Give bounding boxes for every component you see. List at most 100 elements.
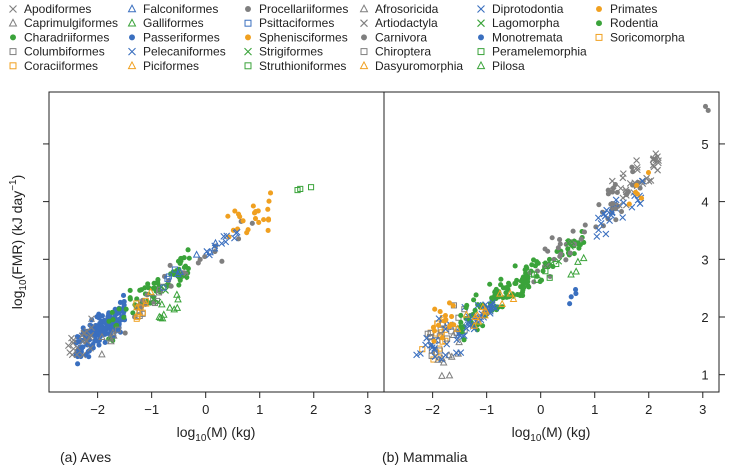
point-galliformes	[170, 305, 179, 313]
point-charadriiformes	[121, 314, 127, 320]
point-carnivora	[557, 237, 563, 243]
point-carnivora	[702, 103, 709, 109]
point-galliformes	[166, 303, 174, 311]
point-pilosa	[579, 253, 588, 262]
x-tick-label: 0	[202, 402, 209, 417]
point-passeriformes	[120, 292, 127, 299]
legend-marker-struthioniformes	[244, 62, 252, 70]
panel-b-x-axis-title: log10(M) (kg)	[512, 424, 591, 444]
point-apodiformes	[69, 339, 77, 347]
point-sphenisciformes	[235, 211, 242, 217]
point-carnivora	[596, 202, 602, 208]
point-procellariiformes	[202, 254, 208, 260]
point-passeriformes	[96, 315, 102, 321]
y-tick-label: 3	[701, 252, 708, 267]
point-diprotodontia	[595, 226, 602, 234]
point-falconiformes	[192, 250, 201, 258]
point-charadriiformes	[155, 277, 161, 283]
point-sphenisciformes	[245, 227, 251, 233]
point-primates	[626, 201, 632, 207]
point-monotremata	[567, 301, 573, 307]
legend-item-psittaciformes: Psittaciformes	[244, 16, 334, 30]
panel-b-x-title-base: log	[512, 424, 531, 440]
point-afrosoricida	[445, 350, 453, 359]
legend-label-monotremata: Monotremata	[492, 30, 563, 44]
point-diprotodontia	[474, 301, 482, 309]
point-chiroptera	[437, 326, 444, 333]
point-caprimulgiformes	[106, 334, 115, 342]
legend-item-afrosoricida: Afrosoricida	[359, 2, 439, 16]
x-tick-label: −2	[90, 402, 105, 417]
legend-item-dasyuromorphia: Dasyuromorphia	[359, 59, 463, 73]
legend-label-carnivora: Carnivora	[375, 30, 427, 44]
point-dasyuromorphia	[481, 305, 489, 314]
point-peramelemorphia	[542, 268, 549, 275]
legend-item-monotremata: Monotremata	[478, 30, 563, 44]
point-rodentia	[518, 278, 524, 284]
point-passeriformes	[96, 342, 102, 348]
point-rodentia	[576, 245, 582, 251]
point-rodentia	[506, 280, 512, 286]
x-tick-label: −2	[425, 402, 440, 417]
point-piciformes	[134, 307, 143, 316]
point-procellariiformes	[122, 330, 128, 336]
point-primates	[439, 335, 445, 341]
legend: ApodiformesCaprimulgiformesCharadriiform…	[8, 2, 685, 73]
point-diprotodontia	[597, 220, 605, 227]
point-dasyuromorphia	[496, 289, 504, 297]
legend-item-struthioniformes: Struthioniformes	[244, 59, 346, 73]
legend-item-piciformes: Piciformes	[127, 59, 199, 73]
point-apodiformes	[88, 315, 95, 323]
point-afrosoricida	[434, 355, 442, 363]
point-pelecaniformes	[232, 229, 240, 237]
legend-label-passeriformes: Passeriformes	[143, 30, 220, 44]
legend-label-diprotodontia: Diprotodontia	[492, 2, 564, 16]
point-pelecaniformes	[231, 234, 238, 242]
point-coraciiformes	[133, 300, 140, 307]
point-dasyuromorphia	[470, 321, 479, 329]
point-strigiformes	[154, 298, 162, 306]
x-tick-label: 3	[364, 402, 371, 417]
point-artiodactyla	[649, 161, 657, 169]
legend-marker-dasyuromorphia	[359, 60, 369, 70]
point-artiodactyla	[650, 155, 658, 162]
point-struthioniformes	[308, 184, 315, 191]
point-diprotodontia	[417, 350, 424, 357]
point-diprotodontia	[422, 341, 429, 349]
point-charadriiformes	[151, 285, 158, 291]
point-columbiformes	[115, 326, 122, 333]
point-passeriformes	[104, 323, 110, 329]
point-rodentia	[514, 277, 520, 284]
point-charadriiformes	[186, 255, 192, 261]
point-pilosa	[572, 267, 580, 275]
point-rodentia	[489, 295, 495, 301]
point-passeriformes	[87, 322, 93, 328]
point-carnivora	[581, 229, 588, 235]
panel-a-x-title-sub: 10	[195, 433, 207, 444]
point-pilosa	[567, 270, 575, 278]
point-falconiformes	[174, 269, 182, 278]
legend-marker-psittaciformes	[244, 19, 252, 27]
point-charadriiformes	[178, 256, 184, 262]
legend-marker-chiroptera	[360, 48, 368, 56]
point-soricomorpha	[441, 326, 448, 333]
y-axis-title: log10(FMR) (kJ day−1)	[8, 175, 29, 310]
point-afrosoricida	[447, 352, 456, 360]
legend-label-chiroptera: Chiroptera	[375, 45, 431, 59]
panel-a-caption: (a) Aves	[60, 449, 111, 465]
point-rodentia	[524, 265, 530, 271]
point-sphenisciformes	[232, 208, 238, 214]
point-primates	[638, 195, 645, 201]
legend-marker-monotremata	[478, 34, 484, 41]
point-diprotodontia	[636, 200, 644, 207]
point-pelecaniformes	[218, 240, 226, 247]
point-psittaciformes	[171, 266, 178, 273]
point-psittaciformes	[164, 275, 171, 282]
point-peramelemorphia	[546, 274, 553, 281]
point-diprotodontia	[594, 214, 602, 222]
point-carnivora	[613, 217, 619, 223]
point-passeriformes	[86, 348, 92, 354]
point-carnivora	[705, 107, 711, 114]
point-charadriiformes	[110, 317, 116, 323]
legend-marker-rodentia	[596, 20, 602, 27]
